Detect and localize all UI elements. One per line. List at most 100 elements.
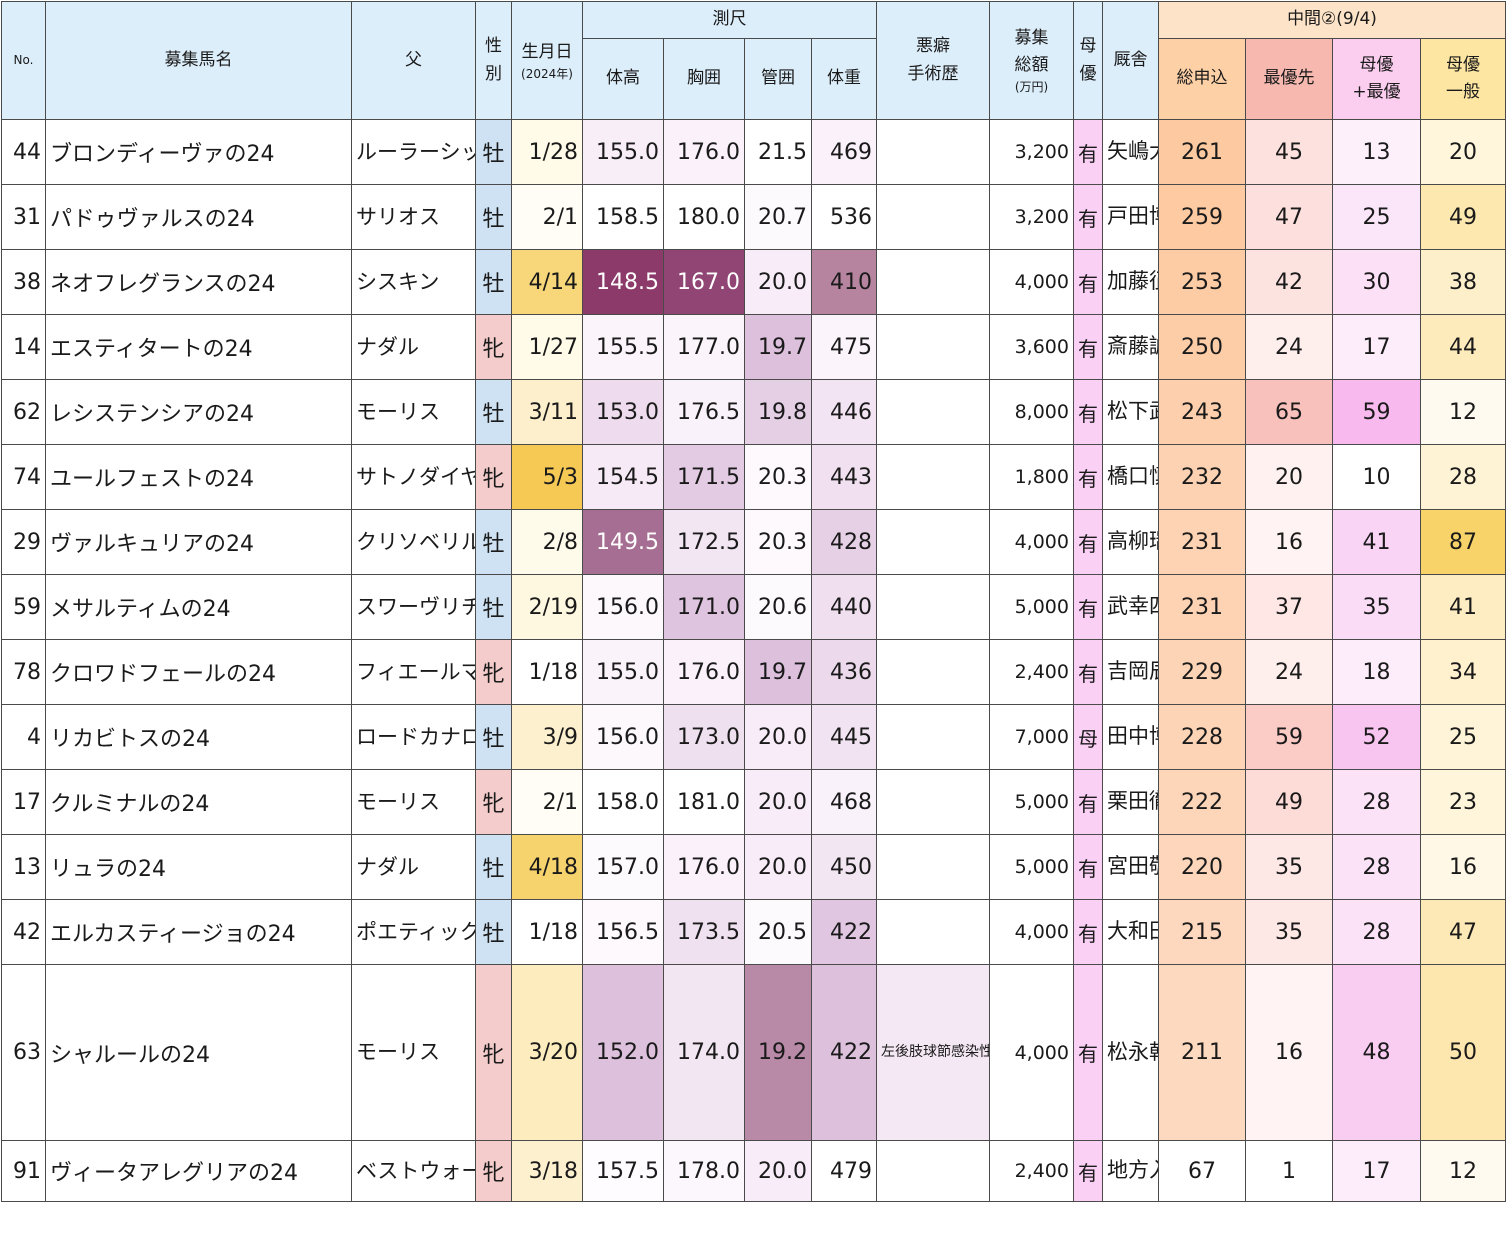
cell-history [876, 249, 990, 315]
cell-weight: 422 [811, 899, 877, 965]
cell-sire: フィエールマン [351, 639, 476, 705]
cell-first: 35 [1245, 899, 1333, 965]
cell-girth: 167.0 [663, 249, 745, 315]
cell-stable: 地方入厩 [1102, 1140, 1159, 1202]
cell-dam-priority: 有 [1073, 249, 1103, 315]
col-header-history: 悪癖 手術歴 [876, 1, 990, 120]
cell-mother-general: 34 [1420, 639, 1506, 705]
table-row: 13 リュラの24 ナダル牡 4/18 157.0 176.0 20.0 450 5,000 有宮… [1, 834, 1506, 900]
cell-stable: 田中博康 [1102, 704, 1159, 770]
cell-height: 153.0 [582, 379, 664, 445]
cell-birth: 2/8 [511, 509, 583, 575]
cell-total: 232 [1158, 444, 1246, 510]
cell-mother-general: 20 [1420, 119, 1506, 185]
cell-height: 157.0 [582, 834, 664, 900]
table-body: 44ブロンディーヴァの24ルーラーシップ牡1/28155.0176.021.54… [1, 119, 1506, 1202]
cell-price: 4,000 [989, 509, 1074, 575]
cell-price: 8,000 [989, 379, 1074, 445]
cell-no: 91 [1, 1140, 46, 1202]
cell-total: 253 [1158, 249, 1246, 315]
col-header-girth: 胸囲 [663, 38, 745, 120]
cell-total: 222 [1158, 769, 1246, 835]
cell-horse-name: エルカスティージョの24 [45, 899, 352, 965]
cell-cannon: 20.5 [744, 899, 812, 965]
cell-weight: 446 [811, 379, 877, 445]
cell-horse-name: ブロンディーヴァの24 [45, 119, 352, 185]
table-row: 91ヴィータアレグリアの24ベストウォーリア牝3/18157.5178.020.… [1, 1140, 1506, 1202]
cell-birth: 1/18 [511, 639, 583, 705]
cell-birth: 3/20 [511, 964, 583, 1141]
cell-mother-general: 44 [1420, 314, 1506, 380]
cell-sex: 牡 [475, 574, 512, 640]
cell-mother-general: 49 [1420, 184, 1506, 250]
cell-girth: 173.0 [663, 704, 745, 770]
cell-sex: 牡 [475, 184, 512, 250]
cell-price: 4,000 [989, 899, 1074, 965]
cell-dam-priority: 有 [1073, 509, 1103, 575]
cell-cannon: 20.0 [744, 834, 812, 900]
cell-birth: 5/3 [511, 444, 583, 510]
cell-height: 156.0 [582, 704, 664, 770]
cell-mother-first: 52 [1332, 704, 1421, 770]
cell-sire: ロードカナロア [351, 704, 476, 770]
cell-mother-general: 28 [1420, 444, 1506, 510]
cell-sire: シスキン [351, 249, 476, 315]
cell-first: 45 [1245, 119, 1333, 185]
table-row: 17 クルミナルの24 モーリス牝 2/1 158.0 181.0 20.0 468 5,000… [1, 769, 1506, 835]
cell-height: 148.5 [582, 249, 664, 315]
cell-girth: 172.5 [663, 509, 745, 575]
cell-cannon: 19.8 [744, 379, 812, 445]
cell-cannon: 19.2 [744, 964, 812, 1141]
cell-first: 59 [1245, 704, 1333, 770]
cell-cannon: 20.0 [744, 1140, 812, 1202]
cell-mother-general: 50 [1420, 964, 1506, 1141]
cell-weight: 536 [811, 184, 877, 250]
cell-no: 74 [1, 444, 46, 510]
cell-no: 14 [1, 314, 46, 380]
cell-girth: 176.0 [663, 119, 745, 185]
cell-total: 231 [1158, 509, 1246, 575]
cell-price: 3,200 [989, 184, 1074, 250]
cell-stable: 橋口慎介 [1102, 444, 1159, 510]
cell-first: 16 [1245, 964, 1333, 1141]
col-header-cannon: 管囲 [744, 38, 812, 120]
col-header-no: No. [1, 1, 46, 120]
cell-weight: 479 [811, 1140, 877, 1202]
cell-first: 24 [1245, 314, 1333, 380]
col-header-sire: 父 [351, 1, 476, 120]
cell-dam-priority: 有 [1073, 444, 1103, 510]
table-row: 78クロワドフェールの24フィエールマン牝1/18155.0176.019.74… [1, 639, 1506, 705]
cell-sex: 牝 [475, 314, 512, 380]
cell-history [876, 1140, 990, 1202]
cell-height: 157.5 [582, 1140, 664, 1202]
cell-first: 24 [1245, 639, 1333, 705]
table-row: 63 シャルールの24 モーリス牝 3/20 152.0 174.0 19.2 422 左後肢球… [1, 964, 1506, 1141]
cell-history [876, 184, 990, 250]
cell-sire: サトノダイヤモンド [351, 444, 476, 510]
cell-stable: 松永幹夫 [1102, 964, 1159, 1141]
cell-birth: 1/18 [511, 899, 583, 965]
table-row: 38 ネオフレグランスの24 シスキン牡 4/14 148.5 167.0 20.0 410 4… [1, 249, 1506, 315]
cell-mother-first: 25 [1332, 184, 1421, 250]
cell-history [876, 704, 990, 770]
cell-history: 左後肢球節感染性関節炎により関節洗浄、左後肢球節骨折により骨片除去手術、右後肢球… [876, 964, 990, 1141]
cell-history [876, 639, 990, 705]
cell-sex: 牡 [475, 704, 512, 770]
cell-first: 1 [1245, 1140, 1333, 1202]
cell-weight: 443 [811, 444, 877, 510]
cell-mother-first: 13 [1332, 119, 1421, 185]
cell-birth: 4/18 [511, 834, 583, 900]
cell-girth: 171.5 [663, 444, 745, 510]
cell-sire: ルーラーシップ [351, 119, 476, 185]
cell-girth: 176.5 [663, 379, 745, 445]
cell-price: 5,000 [989, 769, 1074, 835]
col-header-total: 総申込 [1158, 38, 1246, 120]
cell-mother-general: 23 [1420, 769, 1506, 835]
table-row: 59メサルティムの24スワーヴリチャード牡2/19156.0171.020.64… [1, 574, 1506, 640]
cell-history [876, 834, 990, 900]
table-row: 62 レシステンシアの24 モーリス牡 3/11 153.0 176.5 19.8 446 8,… [1, 379, 1506, 445]
cell-stable: 斎藤誠 [1102, 314, 1159, 380]
cell-stable: 加藤征弘 [1102, 249, 1159, 315]
cell-horse-name: ヴィータアレグリアの24 [45, 1140, 352, 1202]
cell-total: 261 [1158, 119, 1246, 185]
